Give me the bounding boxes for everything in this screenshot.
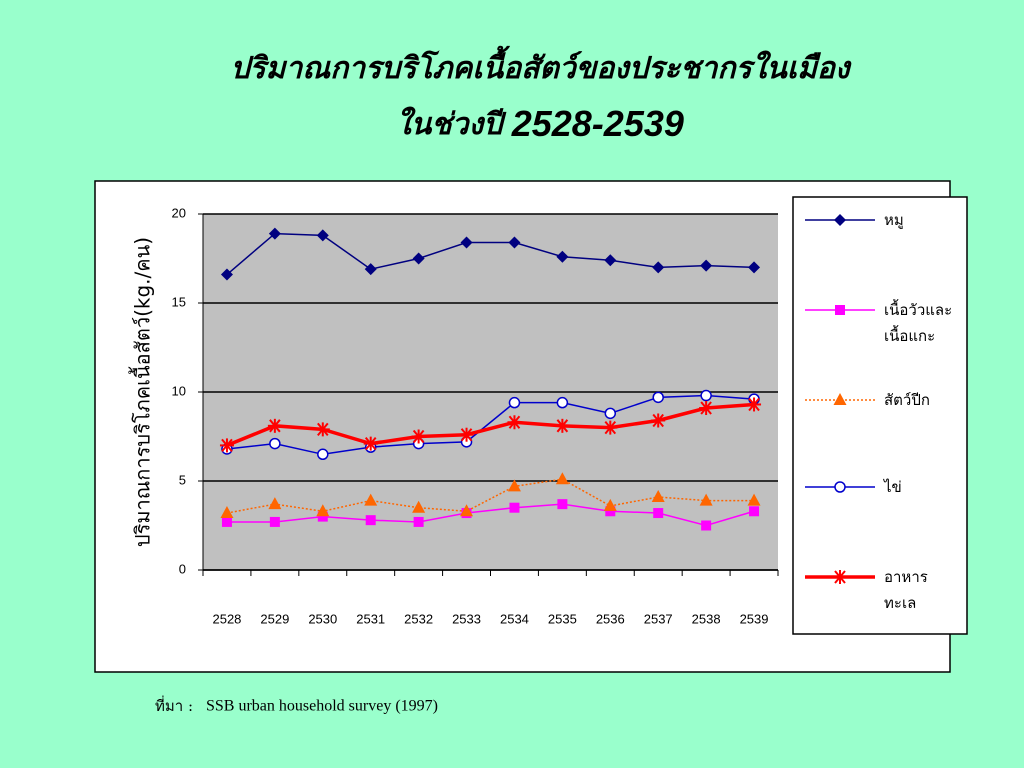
x-tick-label: 2529 bbox=[260, 611, 289, 626]
marker bbox=[221, 516, 232, 527]
marker bbox=[747, 493, 761, 506]
y-tick-label: 15 bbox=[172, 294, 186, 309]
marker bbox=[364, 263, 377, 276]
marker bbox=[220, 506, 234, 519]
marker bbox=[651, 413, 666, 428]
legend-label: สัตว์ปีก bbox=[884, 391, 930, 409]
marker bbox=[412, 500, 426, 513]
marker bbox=[833, 570, 847, 584]
marker bbox=[459, 427, 474, 442]
marker bbox=[701, 520, 712, 531]
x-tick-label: 2538 bbox=[692, 611, 721, 626]
series-line bbox=[226, 394, 755, 456]
series-line bbox=[226, 232, 755, 276]
x-tick-label: 2531 bbox=[356, 611, 385, 626]
y-tick-label: 20 bbox=[172, 205, 186, 220]
marker bbox=[604, 254, 617, 267]
legend-label: เนื้อวัวและเนื้อแกะ bbox=[884, 301, 953, 345]
y-axis-label: ปริมาณการบริโภคเนื้อสัตว์(kg./คน) bbox=[129, 237, 155, 547]
chart-title: ในช่วงปี 2528-2539 bbox=[396, 103, 684, 144]
legend-label: ไข่ bbox=[884, 478, 902, 496]
marker bbox=[748, 261, 761, 274]
marker bbox=[605, 506, 616, 517]
marker bbox=[555, 472, 569, 485]
marker bbox=[834, 481, 846, 493]
marker bbox=[509, 502, 520, 513]
y-tick-label: 5 bbox=[179, 472, 186, 487]
chart-title-years: 2528-2539 bbox=[511, 103, 684, 144]
x-tick-label: 2528 bbox=[212, 611, 241, 626]
marker bbox=[603, 420, 618, 435]
marker bbox=[365, 515, 376, 526]
marker bbox=[507, 415, 522, 430]
marker bbox=[460, 504, 474, 517]
marker bbox=[604, 407, 617, 420]
marker bbox=[363, 436, 378, 451]
marker bbox=[700, 259, 713, 272]
series-line bbox=[226, 478, 755, 514]
marker bbox=[557, 499, 568, 510]
chart-title: ปริมาณการบริโภคเนื้อสัตว์ของประชากรในเมื… bbox=[230, 45, 851, 86]
marker bbox=[700, 389, 712, 402]
marker bbox=[835, 305, 845, 315]
marker bbox=[316, 229, 329, 242]
marker bbox=[317, 511, 328, 522]
marker bbox=[412, 252, 425, 265]
marker bbox=[651, 490, 665, 503]
marker bbox=[833, 393, 847, 405]
x-tick-label: 2536 bbox=[596, 611, 625, 626]
marker bbox=[834, 214, 846, 226]
marker bbox=[699, 401, 714, 416]
marker bbox=[556, 396, 569, 409]
series-line bbox=[226, 503, 755, 527]
marker bbox=[413, 516, 424, 527]
marker bbox=[364, 493, 378, 506]
marker bbox=[747, 397, 762, 412]
marker bbox=[652, 261, 665, 274]
series-line bbox=[226, 402, 755, 448]
x-tick-label: 2532 bbox=[404, 611, 433, 626]
marker bbox=[267, 418, 282, 433]
legend-label: หมู bbox=[884, 211, 904, 229]
x-tick-label: 2530 bbox=[308, 611, 337, 626]
marker bbox=[268, 497, 282, 510]
x-tick-label: 2537 bbox=[644, 611, 673, 626]
marker bbox=[555, 418, 570, 433]
marker bbox=[268, 227, 281, 240]
marker bbox=[556, 250, 569, 263]
marker bbox=[699, 493, 713, 506]
x-tick-label: 2539 bbox=[740, 611, 769, 626]
legend-box bbox=[792, 196, 968, 635]
marker bbox=[603, 498, 617, 511]
marker bbox=[508, 236, 521, 249]
marker bbox=[219, 438, 234, 453]
marker bbox=[460, 236, 473, 249]
marker bbox=[269, 516, 280, 527]
x-tick-label: 2534 bbox=[500, 611, 529, 626]
marker bbox=[315, 422, 330, 437]
marker bbox=[411, 429, 426, 444]
chart-title-prefix: ในช่วงปี bbox=[396, 106, 507, 142]
marker bbox=[652, 391, 664, 404]
marker bbox=[508, 396, 521, 409]
y-tick-label: 10 bbox=[172, 383, 186, 398]
y-tick-label: 0 bbox=[179, 561, 186, 576]
source: SSB urban household survey (1997) bbox=[206, 698, 438, 715]
marker bbox=[749, 506, 760, 517]
marker bbox=[653, 508, 664, 519]
marker bbox=[507, 479, 521, 492]
x-tick-label: 2533 bbox=[452, 611, 481, 626]
marker bbox=[316, 504, 330, 517]
marker bbox=[220, 268, 233, 281]
source-label: ที่มา : bbox=[155, 695, 193, 715]
legend-label: อาหารทะเล bbox=[884, 568, 928, 612]
x-tick-label: 2535 bbox=[548, 611, 577, 626]
marker bbox=[269, 437, 281, 450]
marker bbox=[317, 448, 329, 461]
